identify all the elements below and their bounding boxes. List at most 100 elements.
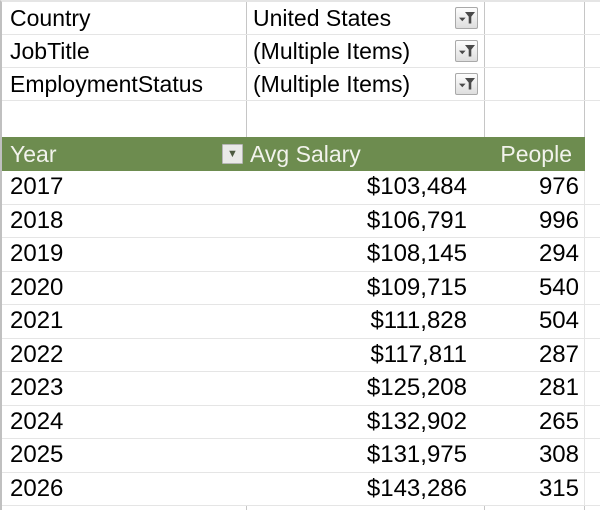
table-row: 2022 $117,811 287 xyxy=(2,338,600,372)
pivot-data-area: 2017 $103,484 976 2018 $106,791 996 2019… xyxy=(2,171,600,506)
filter-field-label-cell[interactable]: JobTitle xyxy=(2,35,247,67)
table-row: 2017 $103,484 976 xyxy=(2,171,600,205)
avg-salary-cell[interactable]: $143,286 xyxy=(366,474,467,502)
bottom-gridline-strip xyxy=(2,506,600,510)
avg-salary-cell[interactable]: $111,828 xyxy=(370,307,467,335)
empty-gutter xyxy=(585,205,600,238)
filter-value-text: United States xyxy=(253,4,392,31)
empty-gutter xyxy=(585,272,600,305)
filter-row: JobTitle (Multiple Items) xyxy=(2,35,600,68)
avg-salary-cell[interactable]: $125,208 xyxy=(366,374,467,402)
people-cell[interactable]: 540 xyxy=(485,271,585,304)
people-cell[interactable]: 287 xyxy=(485,338,585,371)
year-header-label: Year xyxy=(10,140,57,167)
people-cell[interactable]: 976 xyxy=(485,171,585,204)
filter-value-cell[interactable]: (Multiple Items) xyxy=(247,35,485,67)
empty-gutter xyxy=(585,35,600,67)
table-row: 2023 $125,208 281 xyxy=(2,372,600,406)
people-cell[interactable]: 294 xyxy=(485,238,585,271)
avg-salary-header-label: Avg Salary xyxy=(250,140,361,167)
year-cell[interactable]: 2021 xyxy=(10,307,64,335)
empty-gutter xyxy=(585,339,600,372)
people-cell[interactable]: 308 xyxy=(485,439,585,472)
people-cell[interactable]: 281 xyxy=(485,372,585,405)
chevron-down-icon: ▼ xyxy=(227,147,238,160)
empty-cell xyxy=(247,506,485,510)
table-row: 2025 $131,975 308 xyxy=(2,439,600,473)
avg-salary-cell[interactable]: $103,484 xyxy=(366,173,467,201)
empty-gutter xyxy=(585,305,600,338)
year-cell[interactable]: 2025 xyxy=(10,441,64,469)
table-row: 2026 $143,286 315 xyxy=(2,472,600,506)
people-cell[interactable]: 265 xyxy=(485,405,585,438)
empty-gutter xyxy=(585,238,600,271)
empty-gutter xyxy=(585,439,600,472)
year-header-cell[interactable]: Year ▼ xyxy=(2,137,247,171)
filter-row: EmploymentStatus (Multiple Items) xyxy=(2,68,600,101)
pivot-header-row: Year ▼ Avg Salary People xyxy=(2,137,600,171)
empty-cell[interactable] xyxy=(247,101,485,137)
empty-gutter xyxy=(585,2,600,34)
empty-cell[interactable] xyxy=(485,101,585,137)
year-cell[interactable]: 2017 xyxy=(10,173,64,201)
table-row: 2018 $106,791 996 xyxy=(2,204,600,238)
empty-cell xyxy=(485,506,585,510)
empty-gutter xyxy=(585,171,600,204)
year-cell[interactable]: 2019 xyxy=(10,240,64,268)
year-cell[interactable]: 2022 xyxy=(10,340,64,368)
filter-field-label: EmploymentStatus xyxy=(10,70,204,97)
filter-field-label: Country xyxy=(10,4,91,31)
filter-icon[interactable] xyxy=(455,7,478,29)
autofilter-funnel-icon xyxy=(458,11,475,23)
empty-gutter xyxy=(585,473,600,506)
people-header-label: People xyxy=(500,140,572,167)
avg-salary-cell[interactable]: $117,811 xyxy=(370,340,467,368)
year-cell[interactable]: 2024 xyxy=(10,407,64,435)
filter-icon[interactable] xyxy=(455,40,478,62)
filter-value-text: (Multiple Items) xyxy=(253,37,411,64)
avg-salary-header-cell[interactable]: Avg Salary xyxy=(247,137,485,171)
table-row: 2024 $132,902 265 xyxy=(2,405,600,439)
year-cell[interactable]: 2018 xyxy=(10,206,64,234)
avg-salary-cell[interactable]: $109,715 xyxy=(366,273,467,301)
spacer-row xyxy=(2,101,600,137)
empty-gutter xyxy=(585,101,600,137)
empty-gutter xyxy=(585,506,600,510)
people-header-cell[interactable]: People xyxy=(485,137,585,171)
filter-value-text: (Multiple Items) xyxy=(253,70,411,97)
filter-field-label-cell[interactable]: EmploymentStatus xyxy=(2,68,247,100)
people-cell[interactable]: 315 xyxy=(485,472,585,505)
filter-field-label: JobTitle xyxy=(10,37,90,64)
people-cell[interactable]: 996 xyxy=(485,204,585,237)
year-cell[interactable]: 2020 xyxy=(10,273,64,301)
filter-value-cell[interactable]: (Multiple Items) xyxy=(247,68,485,100)
table-row: 2020 $109,715 540 xyxy=(2,271,600,305)
avg-salary-cell[interactable]: $108,145 xyxy=(366,240,467,268)
year-cell[interactable]: 2026 xyxy=(10,474,64,502)
filter-icon[interactable] xyxy=(455,73,478,95)
empty-gutter xyxy=(585,68,600,100)
autofilter-funnel-icon xyxy=(458,44,475,56)
empty-cell xyxy=(2,506,247,510)
empty-cell[interactable] xyxy=(2,101,247,137)
empty-cell[interactable] xyxy=(485,35,585,67)
empty-cell[interactable] xyxy=(485,2,585,34)
empty-gutter xyxy=(585,406,600,439)
avg-salary-cell[interactable]: $106,791 xyxy=(366,206,467,234)
empty-gutter xyxy=(585,137,600,171)
filter-value-cell[interactable]: United States xyxy=(247,2,485,34)
empty-cell[interactable] xyxy=(485,68,585,100)
avg-salary-cell[interactable]: $131,975 xyxy=(366,441,467,469)
filter-field-label-cell[interactable]: Country xyxy=(2,2,247,34)
table-row: 2021 $111,828 504 xyxy=(2,305,600,339)
table-row: 2019 $108,145 294 xyxy=(2,238,600,272)
year-dropdown-button[interactable]: ▼ xyxy=(222,144,243,164)
autofilter-funnel-icon xyxy=(458,77,475,89)
avg-salary-cell[interactable]: $132,902 xyxy=(366,407,467,435)
year-cell[interactable]: 2023 xyxy=(10,374,64,402)
empty-gutter xyxy=(585,372,600,405)
pivot-filter-area: Country United States JobTitle (Multiple… xyxy=(2,2,600,101)
people-cell[interactable]: 504 xyxy=(485,305,585,338)
filter-row: Country United States xyxy=(2,2,600,35)
